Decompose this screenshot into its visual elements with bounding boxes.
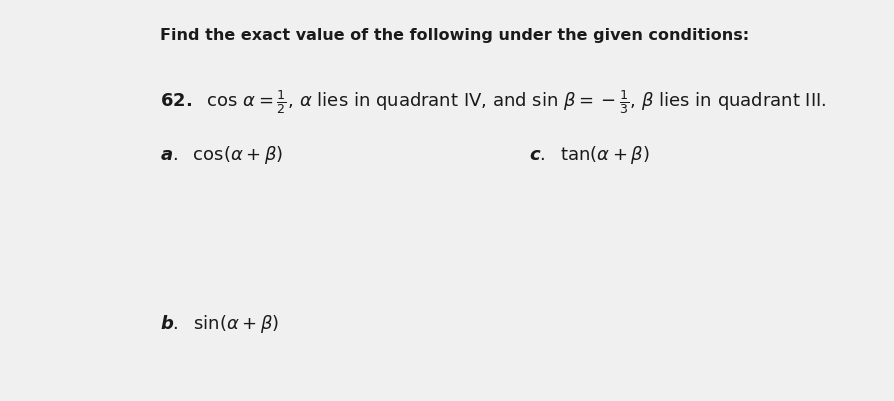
Text: $\boldsymbol{b.}$  $\sin(\alpha + \beta)$: $\boldsymbol{b.}$ $\sin(\alpha + \beta)$ xyxy=(159,313,279,335)
Text: Find the exact value of the following under the given conditions:: Find the exact value of the following un… xyxy=(159,28,748,43)
Text: $\boldsymbol{a.}$  $\cos(\alpha + \beta)$: $\boldsymbol{a.}$ $\cos(\alpha + \beta)$ xyxy=(159,144,283,166)
Text: $\boldsymbol{c.}$  $\tan(\alpha + \beta)$: $\boldsymbol{c.}$ $\tan(\alpha + \beta)$ xyxy=(529,144,650,166)
Text: $\mathbf{62.}$  $\cos\,\alpha = \frac{1}{2}$$,\,\alpha$ lies in quadrant IV, and: $\mathbf{62.}$ $\cos\,\alpha = \frac{1}{… xyxy=(159,88,826,116)
